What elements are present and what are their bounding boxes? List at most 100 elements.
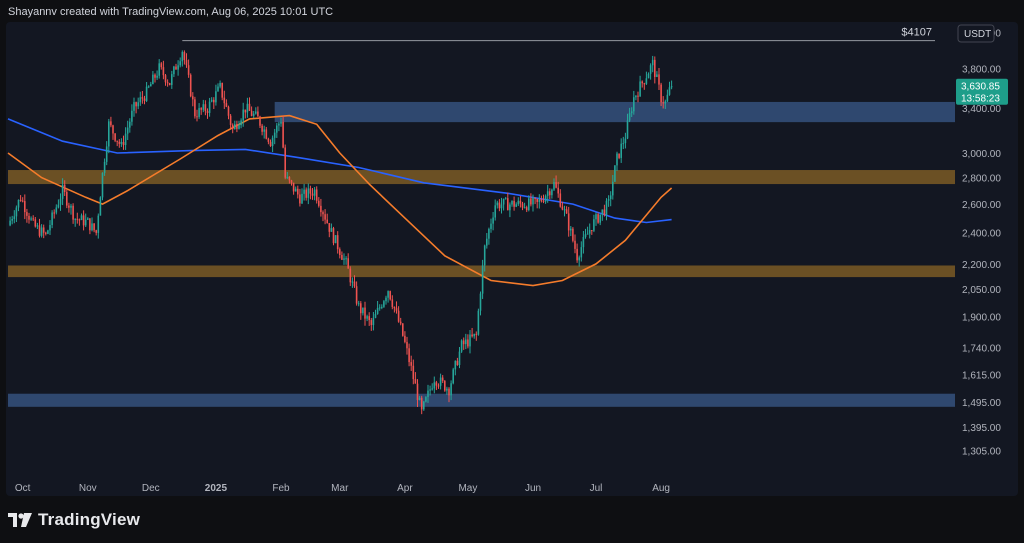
- candle-body: [534, 198, 536, 200]
- candle-body: [339, 249, 341, 255]
- candle-body: [84, 219, 87, 226]
- candle-body: [332, 228, 335, 244]
- candle-body: [24, 201, 26, 213]
- candle-body: [280, 121, 282, 124]
- candle-body: [179, 61, 181, 66]
- candle-body: [229, 115, 232, 125]
- candle-body: [110, 121, 112, 126]
- x-tick-label: Jul: [590, 483, 603, 494]
- candle-body: [13, 216, 16, 219]
- candle-body: [26, 212, 28, 216]
- candle-body: [101, 172, 104, 198]
- candle-body: [635, 95, 637, 98]
- candle-body: [206, 111, 209, 113]
- candle-body: [612, 181, 614, 196]
- candle-body: [517, 200, 520, 205]
- candle-body: [267, 138, 270, 142]
- candle-body: [649, 65, 652, 74]
- candle-body: [444, 380, 446, 391]
- candle-body: [574, 240, 576, 249]
- candle-body: [393, 306, 396, 309]
- candle-body: [150, 84, 152, 87]
- candle-body: [429, 389, 431, 391]
- candle-body: [668, 87, 671, 95]
- currency-box: [957, 24, 995, 43]
- candle-body: [376, 308, 379, 314]
- candle-body: [133, 102, 135, 111]
- candle-body: [78, 219, 81, 221]
- candle-body: [322, 212, 324, 215]
- candle-body: [57, 204, 60, 208]
- candle-body: [141, 97, 144, 99]
- candle-body: [670, 86, 673, 88]
- candle-body: [570, 228, 572, 231]
- candle-body: [194, 99, 196, 117]
- candle-body: [387, 291, 389, 298]
- candle-body: [641, 81, 643, 84]
- candle-body: [546, 191, 549, 196]
- candle-body: [183, 52, 186, 60]
- candle-body: [521, 203, 524, 208]
- tradingview-logo[interactable]: TradingView: [8, 510, 140, 530]
- candle-body: [500, 204, 503, 209]
- candle-body: [32, 218, 34, 220]
- candle-body: [108, 121, 110, 147]
- candle-body: [532, 198, 534, 205]
- candle-body: [410, 362, 412, 366]
- candle-body: [162, 67, 165, 76]
- candle-body: [219, 82, 221, 87]
- candle-body: [246, 103, 249, 113]
- candle-body: [61, 184, 64, 199]
- x-tick-label: Nov: [79, 483, 97, 494]
- candle-body: [19, 199, 22, 201]
- candle-body: [540, 199, 543, 201]
- candle-body: [282, 121, 284, 148]
- candle-body: [374, 313, 377, 318]
- candle-body: [465, 339, 467, 345]
- candle-body: [647, 73, 650, 79]
- candle-body: [231, 124, 234, 130]
- last-price-badge: [956, 78, 1008, 105]
- candle-body: [561, 206, 564, 210]
- y-tick-label: 2,200.00: [962, 260, 1001, 271]
- y-tick-label: 1,395.00: [962, 423, 1001, 434]
- candle-body: [68, 205, 70, 208]
- candle-body: [509, 204, 511, 211]
- ath-label: $4107: [901, 27, 932, 39]
- candle-body: [334, 235, 337, 244]
- candle-body: [502, 198, 505, 205]
- candle-body: [616, 153, 618, 166]
- candle-body: [234, 124, 236, 130]
- candle-body: [471, 334, 473, 337]
- candle-body: [158, 63, 160, 76]
- candle-body: [80, 215, 83, 220]
- chart-frame[interactable]: [6, 22, 1018, 496]
- candle-body: [313, 189, 316, 196]
- candle-body: [576, 248, 578, 261]
- candle-body: [383, 301, 385, 307]
- candle-body: [542, 200, 545, 202]
- candle-body: [99, 197, 102, 216]
- candle-body: [433, 382, 436, 389]
- y-tick-label: 3,000.00: [962, 149, 1001, 160]
- candle-body: [605, 200, 608, 216]
- candle-body: [637, 95, 639, 97]
- candle-body: [326, 219, 328, 224]
- x-tick-label: May: [458, 483, 477, 494]
- candle-body: [496, 202, 499, 206]
- candle-body: [366, 316, 368, 319]
- candle-body: [483, 245, 486, 266]
- candle-body: [120, 141, 123, 144]
- y-tick-label: 1,900.00: [962, 312, 1001, 323]
- candle-body: [357, 303, 360, 305]
- candle-body: [116, 140, 118, 142]
- candle-body: [343, 258, 345, 260]
- candle-body: [395, 308, 398, 311]
- candle-body: [494, 205, 496, 218]
- x-tick-label: Jun: [525, 483, 541, 494]
- candle-body: [105, 146, 108, 162]
- candle-body: [124, 133, 127, 146]
- candle-body: [63, 184, 66, 192]
- candle-body: [156, 75, 158, 78]
